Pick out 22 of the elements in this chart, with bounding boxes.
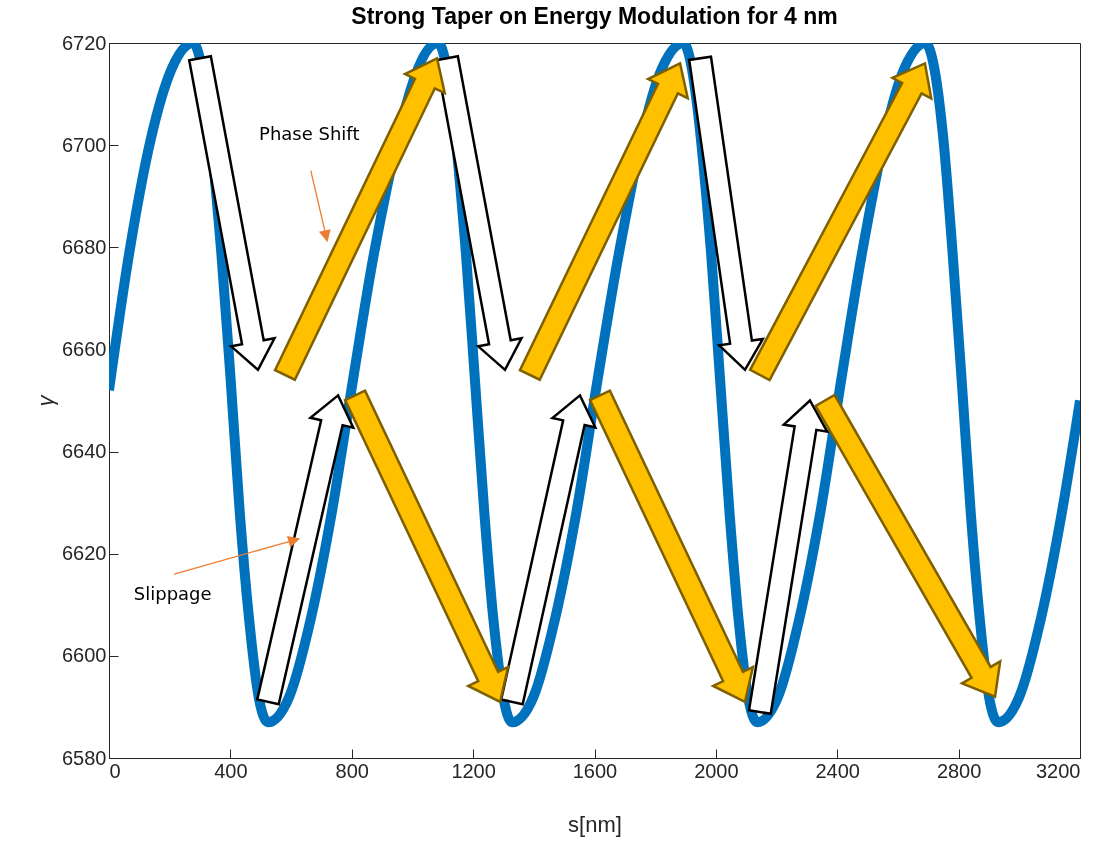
x-tick-label: 1600 [572, 759, 618, 782]
y-tick-label: 6640 [62, 440, 107, 463]
y-tick-label: 6700 [62, 133, 107, 156]
y-tick-label: 6620 [62, 542, 107, 565]
x-tick-label: 400 [214, 759, 248, 782]
annotation: Slippage [133, 582, 212, 604]
annotation: Phase Shift [259, 123, 360, 145]
x-tick-label: 800 [335, 759, 369, 782]
x-axis-title: s[nm] [568, 811, 622, 837]
x-tick-label: 2000 [694, 759, 739, 782]
y-tick-label: 6680 [62, 235, 107, 258]
x-tick-label: 2400 [815, 759, 860, 782]
x-tick-label: 1200 [451, 759, 496, 782]
y-tick-label: 6720 [62, 31, 107, 54]
y-axis-title: γ [33, 393, 59, 407]
chart-title: Strong Taper on Energy Modulation for 4 nm [351, 3, 838, 29]
x-tick-label: 0 [109, 759, 121, 782]
y-tick-label: 6660 [62, 337, 107, 360]
y-tick-label: 6580 [62, 746, 107, 769]
x-tick-label: 2800 [936, 759, 982, 782]
x-tick-label: 3200 [1036, 759, 1081, 782]
y-tick-label: 6600 [62, 644, 107, 667]
